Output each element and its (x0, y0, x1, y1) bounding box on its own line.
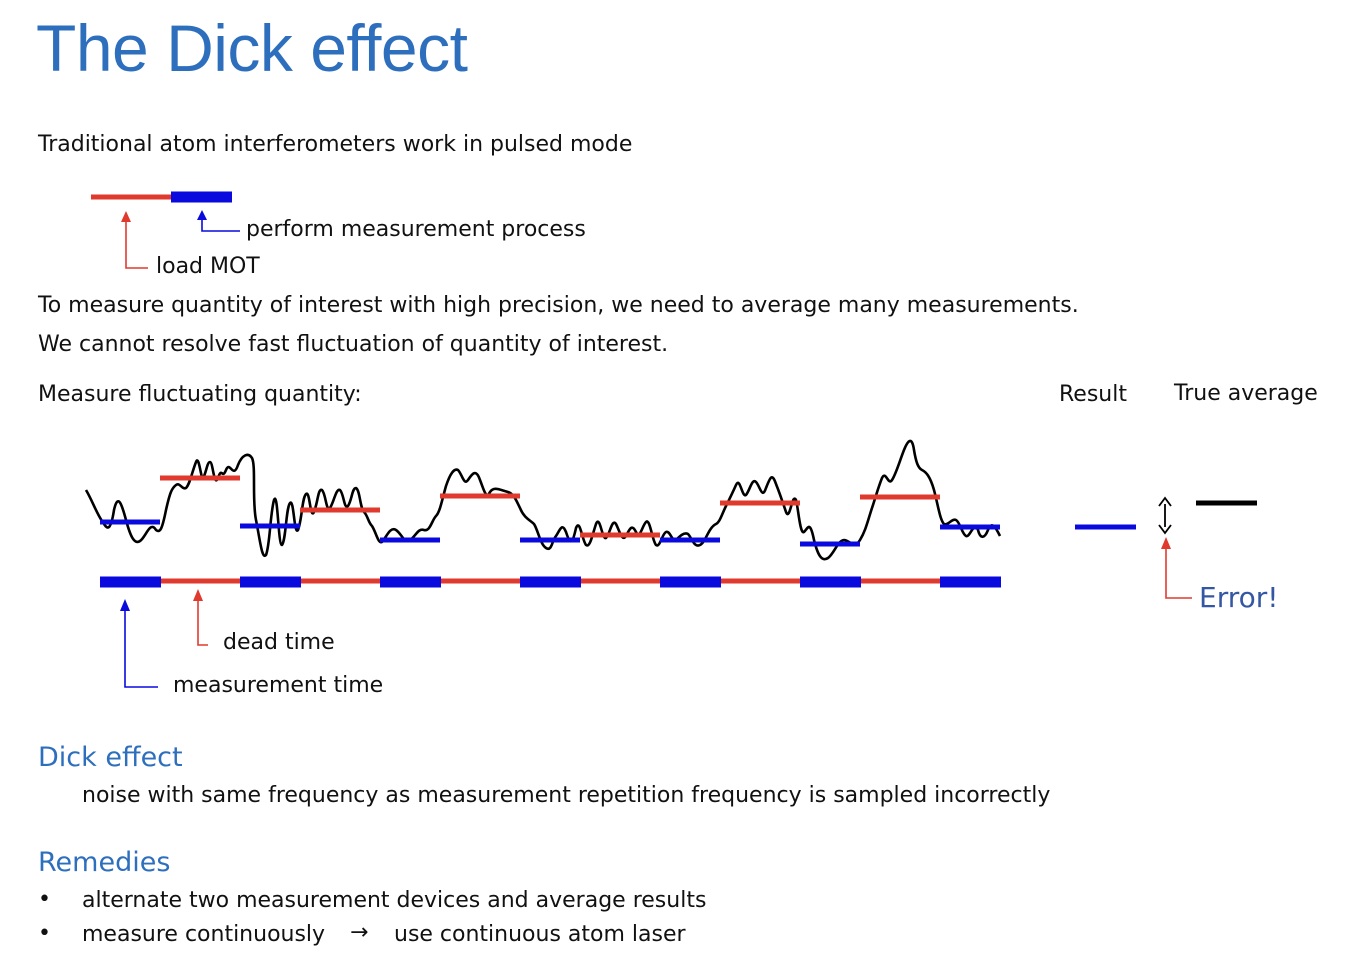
load-pointer-arrow (125, 218, 148, 269)
remedy-item-atom-laser: use continuous atom laser (394, 922, 686, 947)
load-pointer-head (121, 211, 131, 222)
dead-time-pointer-head (193, 589, 203, 601)
paragraph-precision: To measure quantity of interest with hig… (38, 293, 1079, 318)
right-arrow-icon: → (350, 920, 369, 945)
bullet-icon: • (38, 887, 51, 912)
result-label: Result (1059, 382, 1127, 407)
error-arrow-down-head (1158, 524, 1172, 535)
bullet-icon: • (38, 921, 51, 946)
remedy-item-alternate: alternate two measurement devices and av… (82, 888, 707, 913)
error-pointer-head (1161, 537, 1171, 549)
measure-pointer-arrow (201, 214, 240, 232)
measure-pointer-head (197, 210, 207, 220)
error-pointer (1165, 547, 1192, 599)
dick-effect-heading: Dick effect (38, 742, 183, 773)
paragraph-resolve: We cannot resolve fast fluctuation of qu… (38, 332, 669, 357)
intro-text: Traditional atom interferometers work in… (38, 132, 633, 157)
error-arrow-up-head (1158, 496, 1172, 507)
measurement-time-label: measurement time (173, 673, 384, 698)
dead-time-label: dead time (223, 630, 335, 655)
perform-measurement-label: perform measurement process (246, 217, 586, 242)
measurement-time-pointer (124, 607, 158, 688)
remedies-heading: Remedies (38, 847, 171, 878)
load-mot-label: load MOT (156, 254, 260, 279)
dick-effect-description: noise with same frequency as measurement… (82, 783, 1051, 808)
remedy-item-continuous: measure continuously (82, 922, 326, 947)
measurement-time-pointer-head (120, 599, 130, 611)
error-label: Error! (1199, 581, 1279, 614)
dead-time-pointer (197, 598, 208, 646)
true-average-label: True average (1174, 381, 1318, 406)
fluctuating-quantity-label: Measure fluctuating quantity: (38, 382, 362, 407)
page-title: The Dick effect (36, 11, 468, 85)
